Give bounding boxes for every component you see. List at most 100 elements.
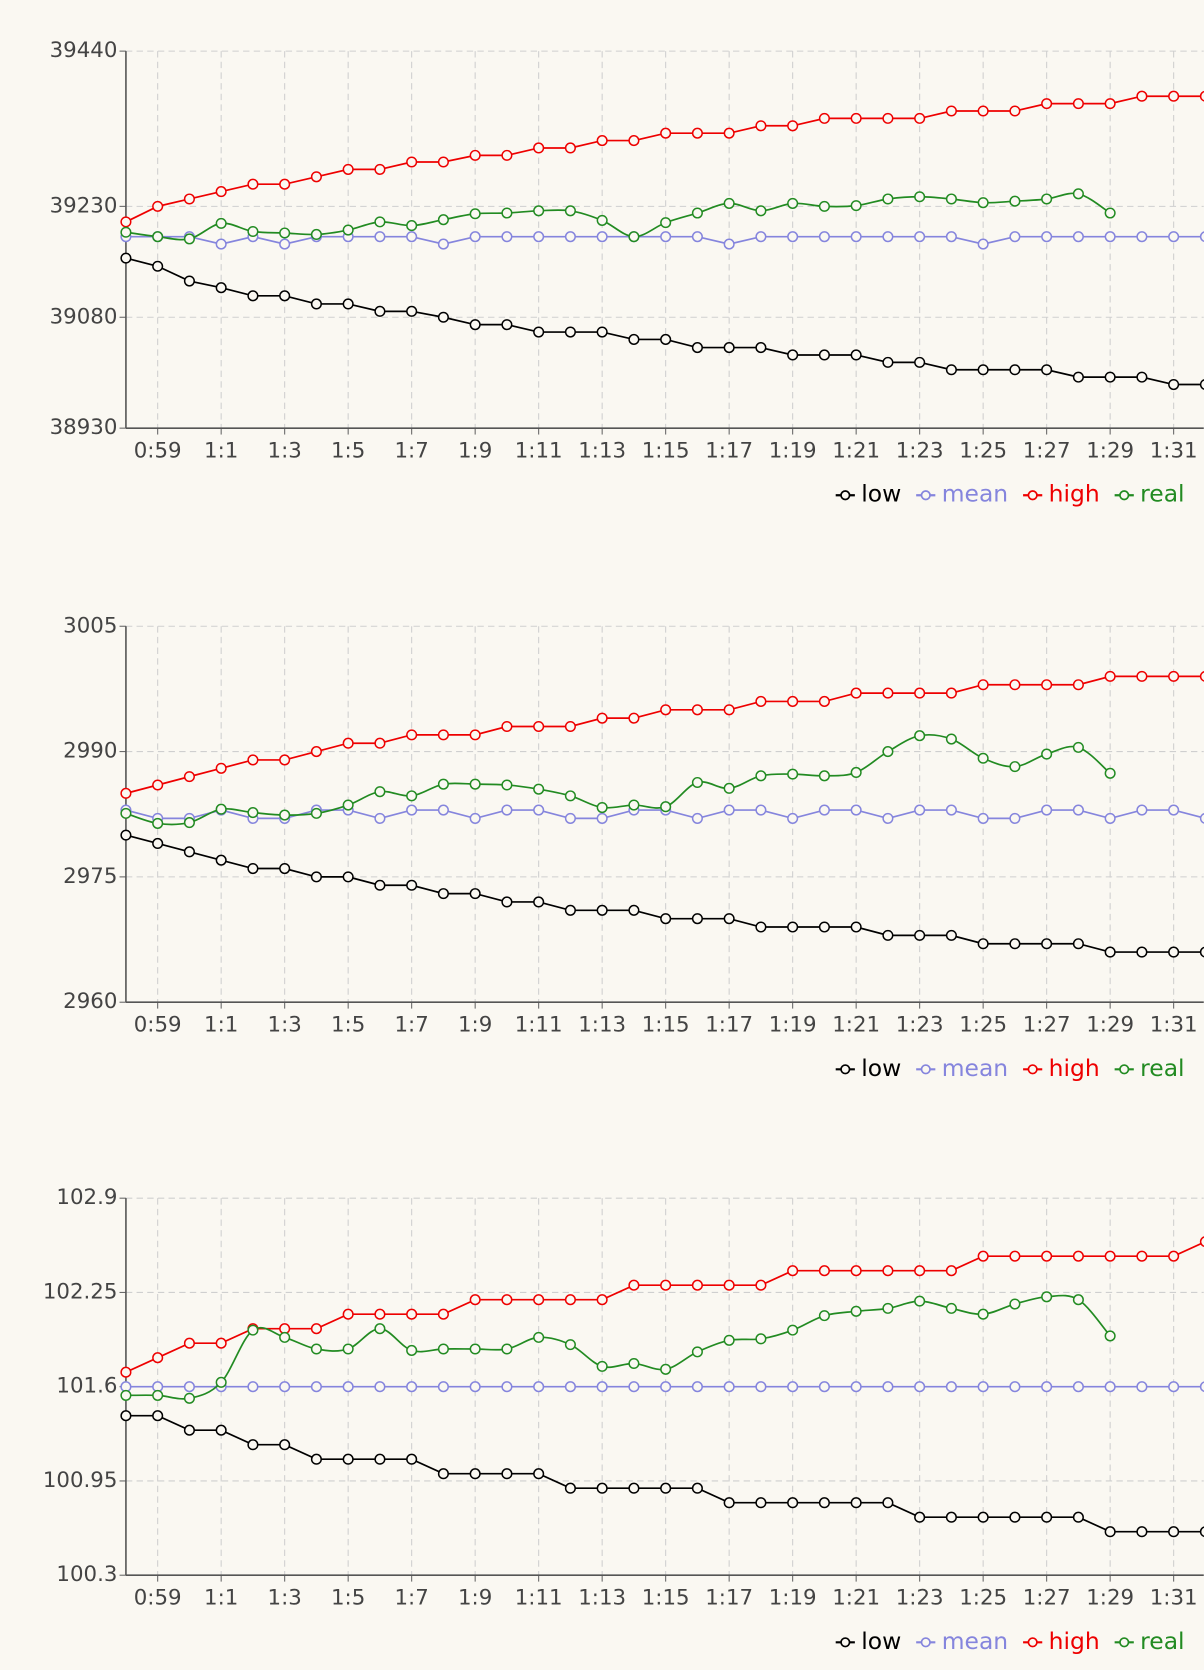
data-point [342,163,354,175]
data-point [1104,371,1116,383]
data-point [660,704,672,716]
data-point [691,1381,703,1393]
data-point [1104,1381,1116,1393]
data-point [882,812,894,824]
data-point [183,193,195,205]
data-point [310,871,322,883]
data-point [501,207,513,219]
series-line [125,95,1204,223]
data-point [564,904,576,916]
data-point [850,1305,862,1317]
x-tick-label: 1:5 [331,1013,365,1038]
y-tick-label: 100.3 [56,1562,117,1587]
data-point [691,1279,703,1291]
data-point [914,1511,926,1523]
data-point [120,252,132,264]
data-point [787,197,799,209]
data-point [374,737,386,749]
data-point [374,1308,386,1320]
data-point [1199,90,1204,102]
data-point [437,214,449,226]
data-point [723,704,735,716]
x-tick-label: 0:59 [134,1013,182,1038]
data-point [152,200,164,212]
data-point [850,687,862,699]
data-point [279,754,291,766]
data-point [850,921,862,933]
data-point [374,216,386,228]
data-point [596,802,608,814]
data-point [469,208,481,220]
legend-swatch-dot [920,1637,931,1648]
data-point [691,913,703,925]
data-point [977,1511,989,1523]
data-point [564,205,576,217]
x-tick-label: 1:23 [896,1586,944,1611]
x-tick-label: 1:21 [832,1586,880,1611]
data-point [247,862,259,875]
data-point [977,1250,989,1262]
data-point [850,804,862,816]
data-point [342,871,354,883]
data-point [1072,938,1084,950]
data-point [469,729,481,741]
data-point [310,807,322,819]
data-point [1072,1250,1084,1262]
data-point [755,921,767,933]
data-point [215,1376,227,1388]
data-point [533,142,545,154]
data-point [564,1482,576,1494]
data-point [1041,1291,1053,1303]
data-point [1104,1526,1116,1538]
data-point [596,1482,608,1494]
y-tick-label: 2975 [63,864,117,889]
data-point [1041,98,1053,110]
legend-swatch-dot [920,490,931,501]
data-point [1168,946,1180,958]
data-point [215,282,227,294]
data-point [977,938,989,950]
data-point [1009,1511,1021,1523]
data-point [152,1389,164,1401]
x-tick-label: 1:11 [515,1013,563,1038]
data-point [850,766,862,778]
data-point [374,879,386,891]
data-point [1168,90,1180,102]
x-tick-label: 1:9 [458,1013,492,1038]
data-point [596,1360,608,1372]
x-tick-label: 1:23 [896,1013,944,1038]
x-tick-label: 0:59 [134,1586,182,1611]
data-point [945,929,957,941]
data-point [215,762,227,774]
legend-swatch-dot [1027,1064,1038,1075]
legend-swatch-dot [920,1064,931,1075]
data-point [1009,195,1021,207]
data-point [691,776,703,789]
data-point [469,231,481,243]
data-point [755,804,767,816]
data-point [310,298,322,310]
data-point [374,163,386,175]
data-point [1136,1250,1148,1262]
data-point [945,1381,957,1393]
data-point [469,1381,481,1393]
data-point [628,1482,640,1494]
data-point [247,1439,259,1451]
data-point [279,290,291,302]
data-point [310,1343,322,1355]
data-point [850,1265,862,1277]
data-point [914,687,926,699]
data-point [1199,1526,1204,1538]
data-point [914,112,926,124]
data-point [120,787,132,799]
data-point [279,227,291,239]
line-chart: 0:59 1:1 1:3 1:5 1:7 1:9 1:11 1:13 1:15 1:17 1:19 1… [43,1185,1204,1655]
data-point [628,231,640,243]
data-point [501,1294,513,1306]
data-point [1009,938,1021,950]
x-tick-label: 1:19 [769,1013,817,1038]
data-point [596,135,608,147]
data-point [310,1453,322,1465]
data-point [596,326,608,338]
data-point [247,178,259,190]
